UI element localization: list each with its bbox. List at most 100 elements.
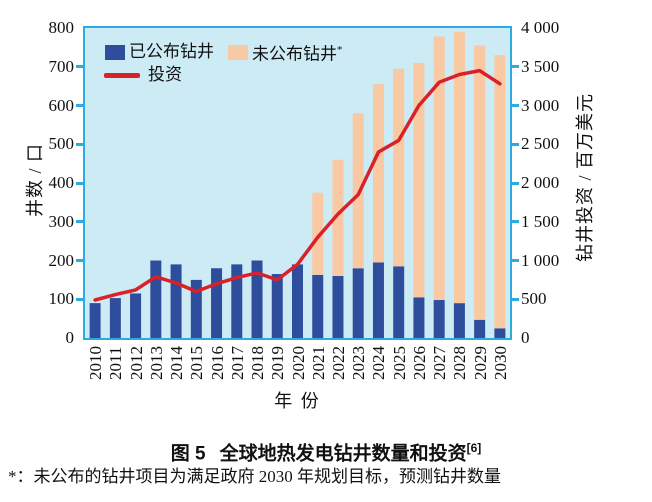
caption-number: 图 5 [170, 443, 206, 465]
y-tick-label-left: 700 [48, 57, 75, 76]
x-tick-label: 2021 [309, 346, 328, 380]
legend-label-investment: 投资 [148, 65, 182, 84]
bar-announced-2021 [312, 274, 324, 338]
legend-swatch-announced [105, 44, 125, 60]
bar-unannounced-2026 [413, 62, 425, 298]
y-tick-label-left: 100 [48, 289, 75, 308]
figure-footnote: *：未公布的钻井项目为满足政府 2030 年规划目标，预测钻井数量 [8, 466, 648, 488]
legend-swatch-unannounced [228, 44, 248, 60]
y-tick-label-left: 400 [48, 173, 75, 192]
bar-announced-2020 [292, 264, 303, 338]
x-tick-label: 2016 [208, 346, 227, 380]
caption-title: 全球地热发电钻井数量和投资 [219, 443, 467, 465]
bar-announced-2025 [393, 266, 405, 338]
bar-announced-2012 [130, 293, 142, 338]
bar-announced-2011 [109, 298, 121, 338]
bar-announced-2015 [190, 279, 202, 338]
bar-announced-2022 [332, 276, 344, 338]
bar-announced-2028 [453, 303, 465, 338]
y-tick-right [512, 143, 519, 146]
x-axis-title: 年 份 [274, 391, 321, 411]
x-tick-label: 2022 [329, 346, 348, 380]
y-tick-right [512, 298, 519, 301]
y-axis-title-right: 钻井投资 / 百万美元 [575, 92, 595, 262]
x-tick-label: 2017 [228, 346, 247, 380]
y-tick-left [76, 298, 83, 301]
legend-row-1: 已公布钻井 未公布钻井* [105, 41, 343, 64]
bar-unannounced-2030 [494, 55, 506, 329]
legend-star: * [337, 44, 343, 56]
y-tick-label-left: 600 [48, 96, 75, 115]
bar-announced-2023 [352, 268, 364, 338]
y-tick-right [512, 104, 519, 107]
y-tick-label-right: 1 500 [521, 212, 560, 231]
y-tick-label-right: 0 [521, 328, 530, 347]
figure-caption: 图 5 全球地热发电钻井数量和投资[6] [0, 436, 652, 466]
bar-announced-2027 [433, 300, 445, 338]
y-tick-label-left: 800 [48, 18, 75, 37]
y-tick-left [76, 259, 83, 262]
investment-line [93, 68, 502, 302]
y-tick-left [76, 182, 83, 185]
y-tick-left [76, 220, 83, 223]
y-tick-label-right: 3 000 [521, 96, 560, 115]
x-tick-label: 2029 [471, 346, 490, 380]
y-tick-label-right: 2 000 [521, 173, 560, 192]
chart-canvas [89, 31, 506, 338]
bar-unannounced-2022 [332, 159, 344, 276]
y-tick-left [76, 65, 83, 68]
caption-reference: [6] [466, 441, 482, 455]
bar-unannounced-2024 [372, 84, 384, 263]
bar-announced-2019 [271, 274, 283, 338]
x-tick-label: 2027 [430, 346, 449, 380]
y-tick-label-left: 500 [48, 134, 75, 153]
y-tick-right [512, 65, 519, 68]
x-tick-label: 2028 [450, 346, 469, 380]
y-tick-left [76, 143, 83, 146]
y-tick-label-right: 2 500 [521, 134, 560, 153]
y-tick-label-left: 0 [65, 328, 75, 347]
bar-announced-2030 [494, 328, 506, 338]
bar-unannounced-2025 [393, 68, 405, 267]
y-tick-label-right: 500 [521, 289, 547, 308]
y-tick-right [512, 182, 519, 185]
plot-area: 已公布钻井 未公布钻井* 投资 [83, 26, 512, 340]
x-tick-label: 2019 [268, 346, 287, 380]
legend-label-announced: 已公布钻井 [129, 42, 214, 62]
x-tick-label: 2015 [187, 346, 206, 380]
bar-unannounced-2027 [433, 36, 445, 301]
footnote-text: 未公布的钻井项目为满足政府 2030 年规划目标，预测钻井数量 [33, 467, 502, 486]
bar-announced-2024 [372, 262, 384, 338]
bar-unannounced-2021 [312, 192, 324, 275]
y-tick-label-right: 1 000 [521, 251, 560, 270]
legend-label-unannounced: 未公布钻井* [252, 44, 343, 64]
bar-announced-2016 [211, 268, 223, 338]
x-tick-label: 2018 [248, 346, 267, 380]
x-tick-label: 2030 [491, 346, 510, 380]
bar-unannounced-2028 [453, 31, 465, 304]
bar-unannounced-2029 [474, 45, 486, 320]
y-tick-label-left: 300 [48, 212, 75, 231]
bar-announced-2026 [413, 297, 425, 338]
y-tick-label-left: 200 [48, 251, 75, 270]
bar-announced-2018 [251, 260, 263, 338]
bar-announced-2029 [474, 319, 486, 338]
x-tick-label: 2023 [349, 346, 368, 380]
legend-line-investment [104, 72, 140, 78]
bar-announced-2017 [231, 264, 243, 338]
x-tick-label: 2025 [390, 346, 409, 380]
legend-row-2: 投资 [104, 66, 182, 84]
x-tick-label: 2012 [127, 346, 146, 380]
footnote-marker: *： [8, 467, 34, 486]
x-tick-label: 2011 [106, 346, 125, 380]
y-tick-right [512, 220, 519, 223]
y-tick-left [76, 104, 83, 107]
y-tick-label-right: 3 500 [521, 57, 560, 76]
bar-announced-2013 [150, 260, 162, 338]
y-tick-right [512, 259, 519, 262]
x-tick-label: 2013 [147, 346, 166, 380]
x-tick-label: 2010 [86, 346, 105, 380]
x-tick-label: 2024 [369, 346, 388, 380]
x-tick-label: 2020 [289, 346, 308, 380]
